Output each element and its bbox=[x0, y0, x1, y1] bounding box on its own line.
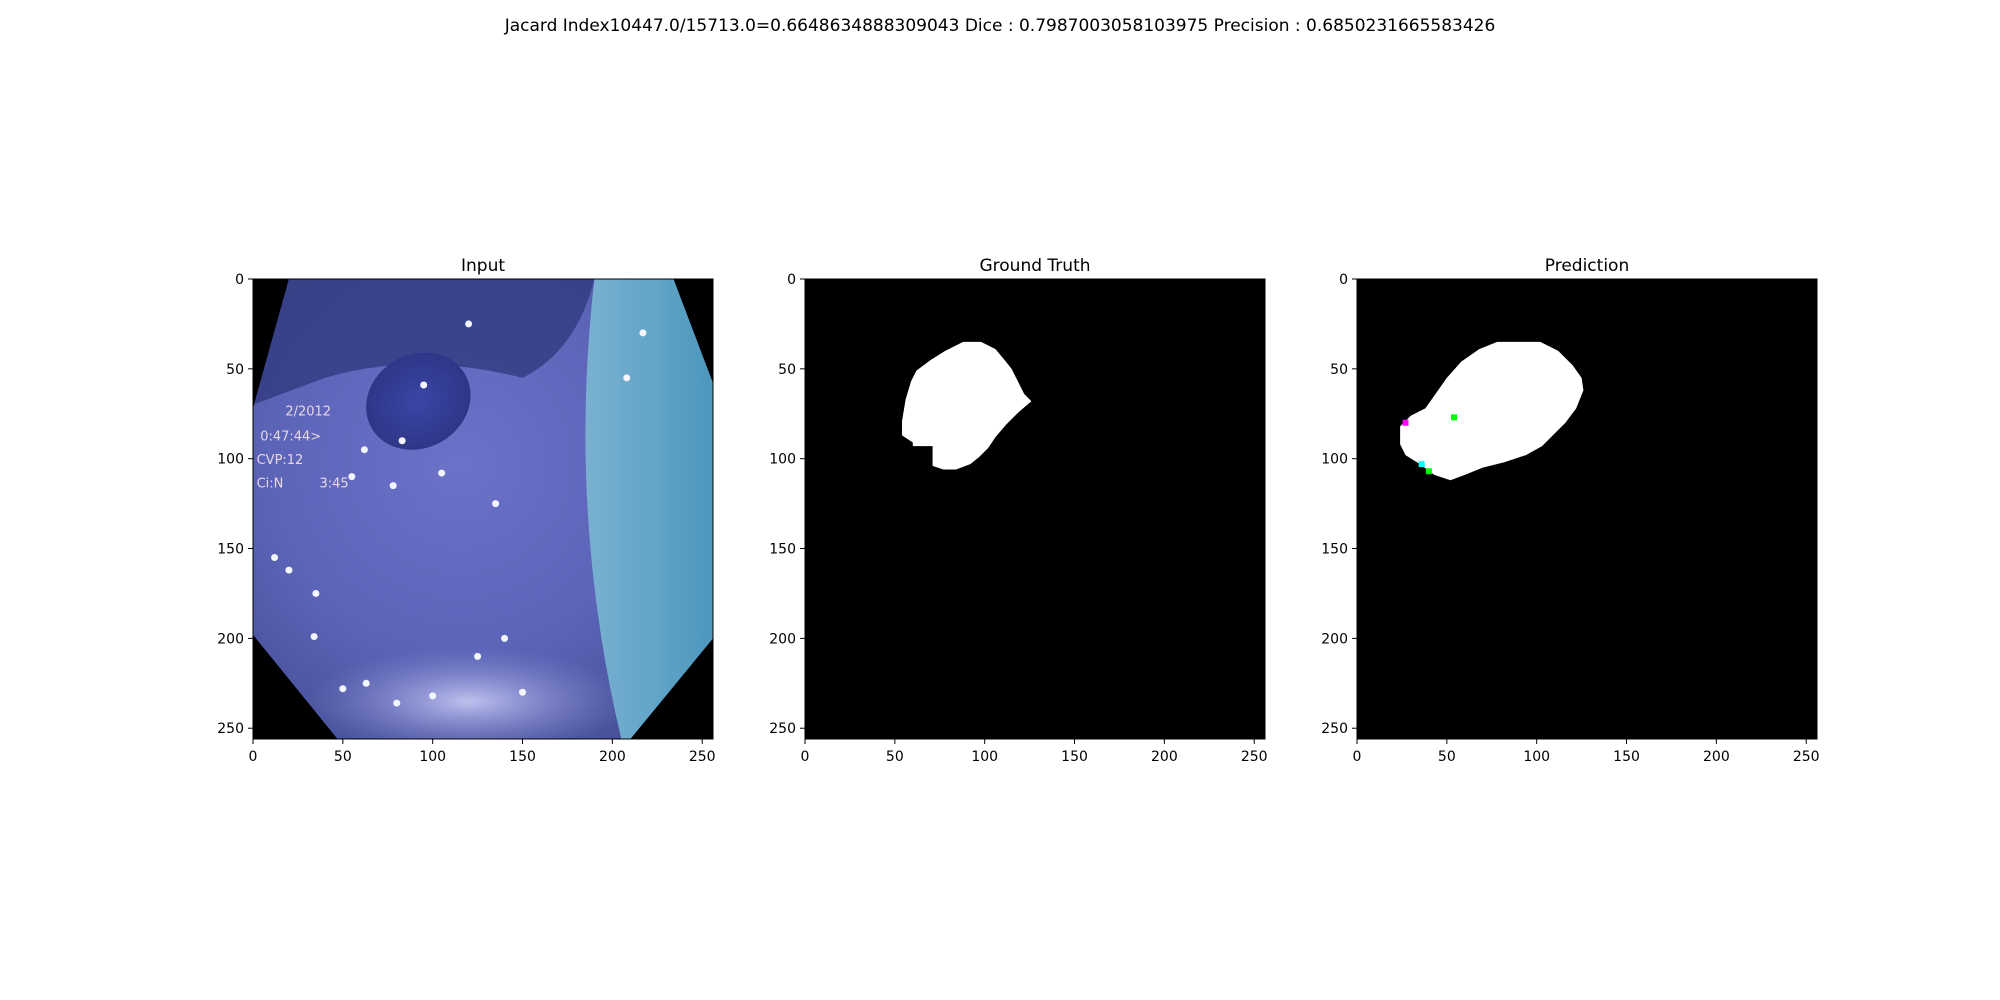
specular-highlight bbox=[285, 566, 293, 574]
specular-highlight bbox=[348, 473, 356, 481]
mask-edge-pixel bbox=[1425, 468, 1432, 475]
y-tick-label: 100 bbox=[1321, 452, 1348, 468]
y-tick-label: 200 bbox=[769, 631, 796, 647]
x-tick-label: 250 bbox=[689, 749, 716, 765]
specular-highlight bbox=[362, 679, 370, 687]
upper-fold bbox=[253, 279, 595, 405]
specular-highlight bbox=[398, 437, 406, 445]
specular-highlight bbox=[339, 685, 347, 693]
x-tick-label: 50 bbox=[1438, 749, 1456, 765]
panel-prediction: Prediction 0 50 100 150 200 250 0 50 100 150 200 250 bbox=[1321, 256, 1819, 765]
specular-highlight bbox=[360, 446, 368, 454]
x-tick-label: 50 bbox=[334, 749, 352, 765]
y-tick-label: 100 bbox=[769, 452, 796, 468]
axes-frame bbox=[804, 278, 1266, 740]
segmentation-mask bbox=[902, 341, 1032, 470]
image-background bbox=[1357, 279, 1817, 739]
x-tick-label: 100 bbox=[971, 749, 998, 765]
x-tick-label: 250 bbox=[1241, 749, 1268, 765]
specular-highlight bbox=[492, 500, 500, 508]
overlay-text: 0:47:44> bbox=[260, 430, 321, 445]
image-background bbox=[805, 279, 1265, 739]
specular-highlight bbox=[623, 374, 631, 382]
specular-highlight bbox=[519, 688, 527, 696]
specular-highlight bbox=[393, 699, 401, 707]
mask-edge-pixel bbox=[1451, 414, 1458, 421]
x-tick-label: 0 bbox=[801, 749, 810, 765]
y-tick-label: 50 bbox=[1330, 362, 1348, 378]
x-tick-label: 250 bbox=[1793, 749, 1820, 765]
y-tick-label: 50 bbox=[778, 362, 796, 378]
y-tick-label: 100 bbox=[217, 452, 244, 468]
polyp bbox=[366, 352, 471, 450]
specular-highlight bbox=[438, 469, 446, 477]
specular-highlight bbox=[271, 554, 279, 562]
x-tick-label: 50 bbox=[886, 749, 904, 765]
y-tick-label: 150 bbox=[217, 542, 244, 558]
overlay-text: 3:45 bbox=[319, 476, 348, 491]
y-tick-label: 0 bbox=[235, 272, 244, 288]
overlay-text: CVP:12 bbox=[257, 453, 304, 468]
panel-ground-truth: Ground Truth 0 50 100 150 200 250 0 50 100 150 200 2… bbox=[769, 256, 1267, 765]
y-tick-label: 250 bbox=[769, 721, 796, 737]
y-tick-label: 150 bbox=[1321, 542, 1348, 558]
colon-wall-region bbox=[585, 279, 713, 739]
panel-title: Input bbox=[461, 256, 505, 276]
figure-suptitle: Jacard Index10447.0/15713.0=0.6648634888… bbox=[504, 16, 1496, 36]
light-glow bbox=[306, 647, 631, 739]
x-tick-label: 200 bbox=[1703, 749, 1730, 765]
specular-highlight bbox=[389, 482, 397, 490]
y-tick-label: 250 bbox=[217, 721, 244, 737]
y-tick-label: 150 bbox=[769, 542, 796, 558]
axes-frame bbox=[252, 278, 714, 740]
y-tick-label: 0 bbox=[1339, 272, 1348, 288]
x-tick-label: 150 bbox=[509, 749, 536, 765]
overlay-text: Ci:N bbox=[257, 476, 284, 491]
specular-highlight bbox=[429, 692, 437, 700]
x-tick-label: 200 bbox=[1151, 749, 1178, 765]
axes-frame bbox=[1356, 278, 1818, 740]
panel-title: Prediction bbox=[1545, 256, 1629, 276]
specular-highlight bbox=[501, 634, 509, 642]
mask-edge-pixel bbox=[1418, 461, 1425, 468]
segmentation-mask bbox=[1400, 341, 1584, 481]
y-tick-label: 0 bbox=[787, 272, 796, 288]
x-tick-label: 0 bbox=[249, 749, 258, 765]
specular-highlight bbox=[474, 652, 482, 660]
x-tick-label: 150 bbox=[1613, 749, 1640, 765]
specular-highlight bbox=[639, 329, 647, 337]
overlay-text: 2/2012 bbox=[285, 405, 331, 420]
y-tick-label: 200 bbox=[217, 631, 244, 647]
specular-highlight bbox=[420, 381, 428, 389]
specular-highlight bbox=[310, 633, 318, 641]
mask-edge-pixel bbox=[1402, 419, 1409, 426]
x-tick-label: 200 bbox=[599, 749, 626, 765]
y-tick-label: 50 bbox=[226, 362, 244, 378]
x-tick-label: 0 bbox=[1353, 749, 1362, 765]
y-tick-label: 200 bbox=[1321, 631, 1348, 647]
input-image: 2/2012 0:47:44> CVP:12 Ci:N 3:45 bbox=[253, 279, 713, 739]
panel-title: Ground Truth bbox=[979, 256, 1090, 276]
specular-highlight bbox=[465, 320, 473, 328]
x-tick-label: 100 bbox=[1523, 749, 1550, 765]
x-tick-label: 100 bbox=[419, 749, 446, 765]
y-tick-label: 250 bbox=[1321, 721, 1348, 737]
specular-highlight bbox=[312, 589, 320, 597]
x-tick-label: 150 bbox=[1061, 749, 1088, 765]
panel-input: 2/2012 0:47:44> CVP:12 Ci:N 3:45 Input 0 50 100 1… bbox=[217, 256, 715, 765]
